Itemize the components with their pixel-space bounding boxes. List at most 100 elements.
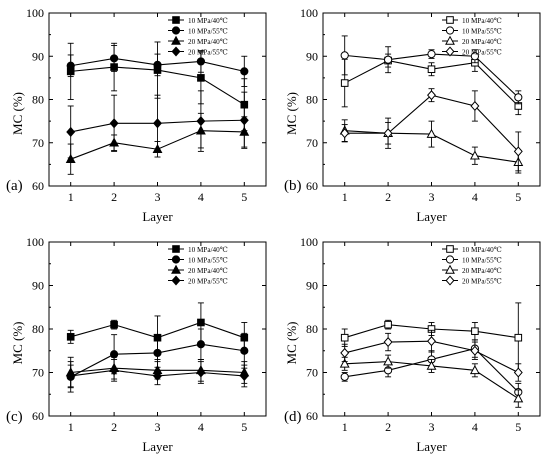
data-point: [514, 93, 523, 102]
x-tick-label: 2: [111, 420, 117, 434]
data-point: [153, 370, 162, 382]
y-tick-label: 90: [32, 49, 44, 63]
data-point: [239, 370, 249, 382]
x-tick-label: 4: [472, 420, 478, 434]
x-tick-label: 3: [429, 420, 435, 434]
y-axis-label: MC (%): [284, 322, 299, 365]
data-point: [340, 79, 349, 87]
data-point: [66, 126, 76, 137]
legend-label: 10 MPa/40℃: [188, 246, 228, 254]
y-tick-label: 60: [32, 179, 44, 193]
legend-label: 10 MPa/55℃: [462, 257, 502, 265]
data-point: [153, 118, 162, 129]
x-tick-label: 4: [198, 190, 204, 204]
data-point: [514, 333, 523, 342]
legend-marker: [445, 264, 455, 274]
chart-panel-4: 1 2 3 4 5 60 70 80 90 100 Layer MC (%) (d) 10 MPa/40℃…: [284, 235, 541, 454]
x-tick-label: 5: [515, 190, 521, 204]
chart-panel-2: 1 2 3 4 5 60 70 80 90 100 Layer MC (%) (b) 10 MPa/40℃…: [284, 6, 541, 224]
data-point: [426, 128, 437, 138]
y-axis-label: MC (%): [10, 322, 25, 365]
data-point: [469, 150, 480, 160]
x-tick-label: 4: [198, 420, 204, 434]
y-tick-label: 70: [306, 366, 318, 380]
data-point: [240, 67, 249, 76]
y-tick-label: 60: [306, 409, 318, 423]
data-point: [471, 327, 479, 335]
legend-label: 20 MPa/55℃: [188, 49, 228, 57]
data-point: [66, 333, 75, 341]
data-point: [470, 100, 480, 112]
data-point: [340, 347, 350, 358]
series-1: [340, 53, 523, 116]
data-point: [340, 51, 349, 60]
x-tick-label: 3: [155, 190, 161, 204]
data-point: [197, 318, 205, 327]
data-point: [66, 61, 75, 70]
data-point: [426, 360, 437, 370]
y-tick-label: 70: [306, 136, 318, 150]
legend-marker: [171, 35, 181, 45]
data-point: [110, 320, 118, 329]
data-point: [513, 367, 523, 378]
y-tick-label: 100: [26, 6, 44, 20]
y-tick-label: 80: [32, 93, 44, 107]
legend-label: 20 MPa/55℃: [462, 278, 502, 286]
y-tick-label: 80: [306, 322, 318, 336]
x-tick-label: 4: [472, 190, 478, 204]
data-point: [65, 153, 76, 163]
y-tick-label: 100: [300, 6, 318, 20]
data-point: [66, 370, 76, 382]
y-tick-label: 90: [32, 279, 44, 293]
data-point: [513, 393, 524, 403]
y-tick-label: 90: [306, 279, 318, 293]
y-axis-label: MC (%): [10, 92, 25, 135]
panel-label: (a): [6, 178, 23, 194]
y-tick-label: 60: [306, 179, 318, 193]
x-tick-label: 5: [241, 190, 247, 204]
x-tick-label: 1: [68, 420, 74, 434]
series-2: [66, 44, 249, 87]
legend-marker: [445, 35, 455, 45]
legend-marker: [171, 264, 181, 274]
legend-marker: [171, 275, 181, 286]
x-tick-label: 1: [68, 190, 74, 204]
data-point: [340, 372, 349, 381]
series-4: [340, 329, 523, 382]
legend: 10 MPa/40℃ 10 MPa/55℃ 20 MPa/40℃ 20 MPa/55℃: [442, 16, 502, 57]
data-point: [196, 367, 206, 378]
legend-label: 20 MPa/40℃: [462, 38, 502, 46]
legend-marker: [445, 275, 455, 286]
data-point: [383, 336, 393, 348]
legend-marker: [171, 46, 181, 57]
x-tick-label: 3: [429, 190, 435, 204]
data-point: [469, 364, 480, 375]
y-tick-label: 70: [32, 136, 44, 150]
series-4: [66, 359, 249, 388]
data-point: [110, 54, 119, 63]
legend-marker: [171, 26, 181, 35]
x-tick-label: 5: [241, 420, 247, 434]
y-tick-label: 70: [32, 366, 44, 380]
legend-label: 10 MPa/55℃: [188, 28, 228, 36]
data-point: [383, 356, 394, 366]
x-tick-label: 5: [515, 420, 521, 434]
y-tick-label: 90: [306, 49, 318, 63]
y-tick-label: 80: [32, 322, 44, 336]
y-axis-label: MC (%): [284, 92, 299, 135]
legend-label: 10 MPa/40℃: [188, 17, 228, 25]
data-point: [153, 348, 162, 358]
series-4: [340, 88, 523, 172]
series-2: [340, 35, 523, 105]
x-tick-label: 2: [111, 190, 117, 204]
data-point: [427, 65, 436, 74]
data-point: [384, 320, 392, 329]
x-tick-label: 2: [385, 190, 391, 204]
x-axis-label: Layer: [142, 209, 173, 224]
legend: 10 MPa/40℃ 10 MPa/55℃ 20 MPa/40℃ 20 MPa/55℃: [442, 245, 502, 286]
legend-marker: [445, 46, 455, 57]
data-point: [427, 336, 436, 347]
data-point: [109, 118, 119, 129]
